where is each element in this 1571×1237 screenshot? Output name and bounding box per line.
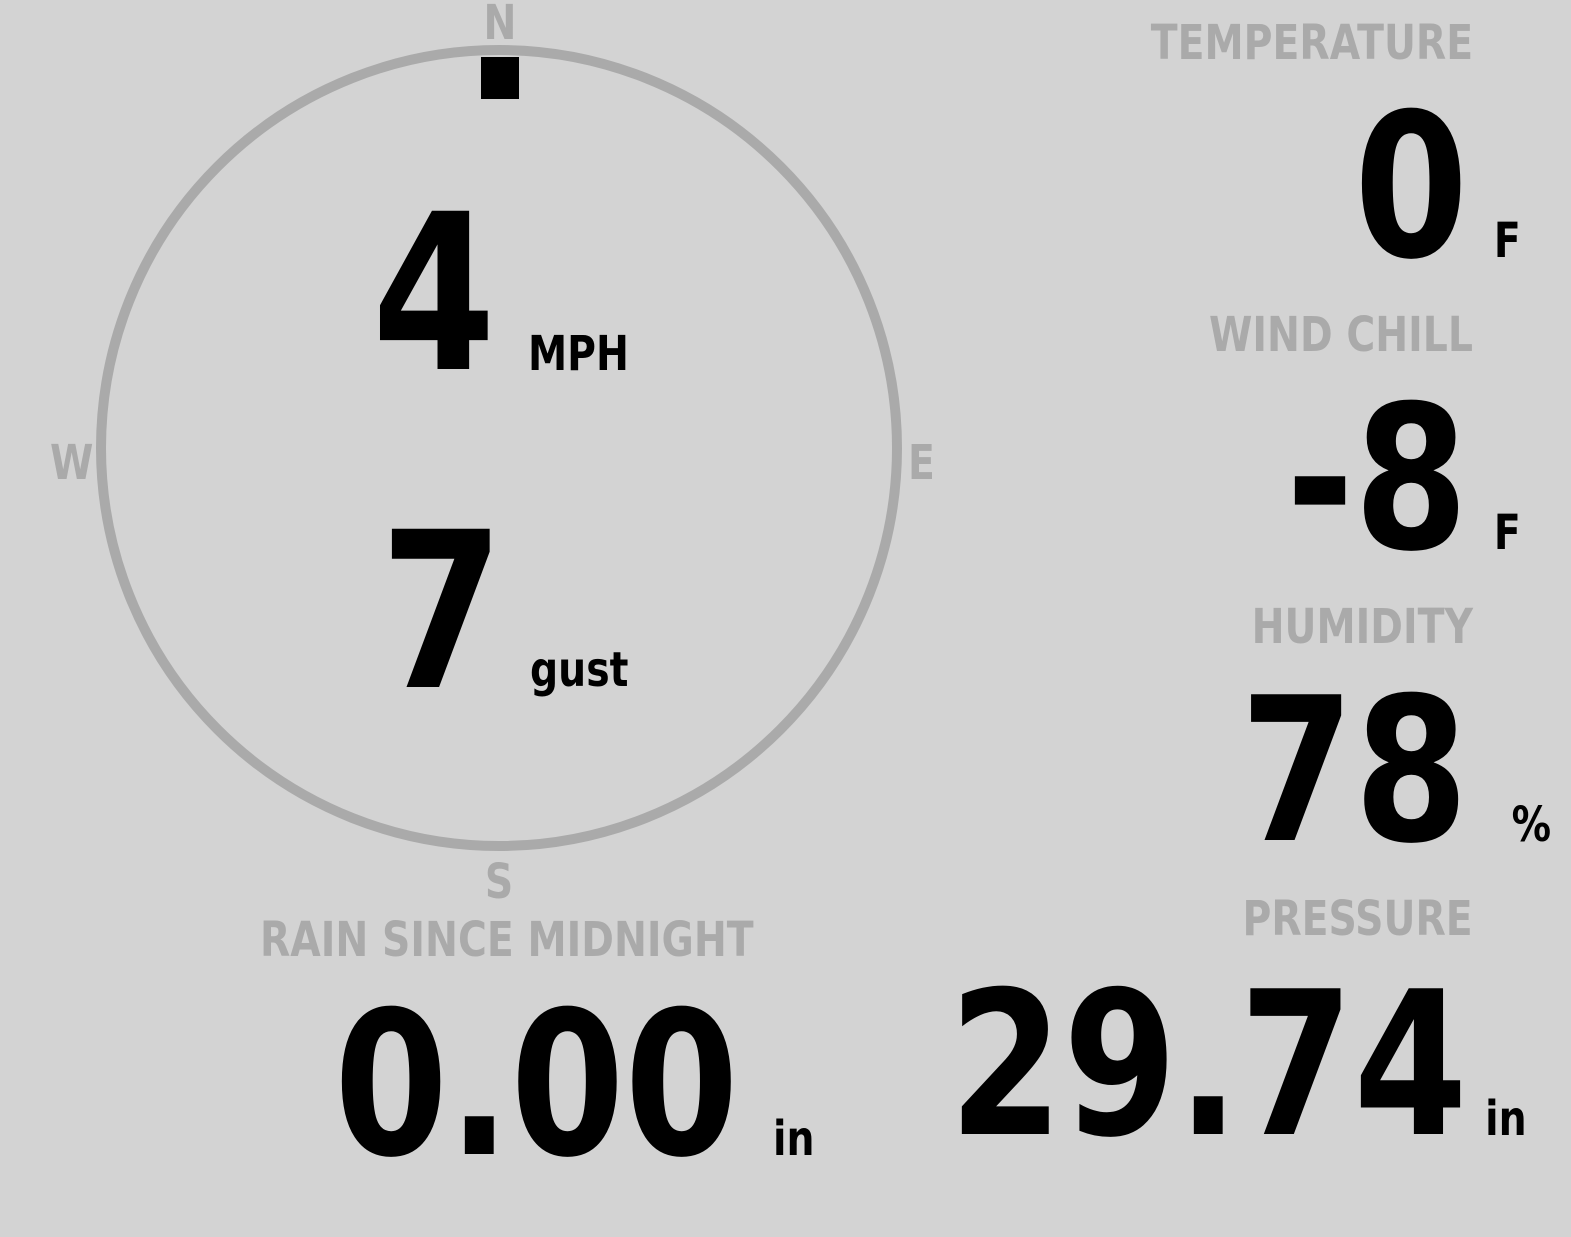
wind-direction-marker: [481, 57, 519, 99]
wind-gust-value: 7: [380, 487, 504, 739]
pressure-label: PRESSURE: [1242, 891, 1473, 947]
compass-ring: [96, 45, 902, 851]
compass-east: E: [908, 435, 935, 491]
humidity-unit: %: [1511, 797, 1551, 853]
compass-west: W: [50, 435, 94, 491]
wind-chill-value: -8: [1285, 363, 1468, 596]
temperature-label: TEMPERATURE: [1150, 15, 1473, 71]
wind-speed-value: 4: [372, 169, 496, 421]
temperature-unit: F: [1494, 213, 1521, 269]
wind-chill-label: WIND CHILL: [1208, 307, 1473, 363]
pressure-value: 29.74: [949, 949, 1468, 1182]
humidity-value: 78: [1239, 655, 1468, 888]
wind-chill-unit: F: [1494, 505, 1521, 561]
wind-speed-unit: MPH: [528, 326, 629, 382]
humidity-label: HUMIDITY: [1251, 599, 1473, 655]
wind-gust-unit: gust: [530, 642, 629, 698]
rain-label: RAIN SINCE MIDNIGHT: [260, 912, 754, 968]
compass-south: S: [484, 854, 514, 910]
rain-value: 0.00: [334, 969, 739, 1202]
compass-north: N: [483, 0, 517, 51]
pressure-unit: in: [1485, 1091, 1527, 1147]
rain-unit: in: [773, 1111, 815, 1167]
temperature-value: 0: [1353, 71, 1468, 304]
